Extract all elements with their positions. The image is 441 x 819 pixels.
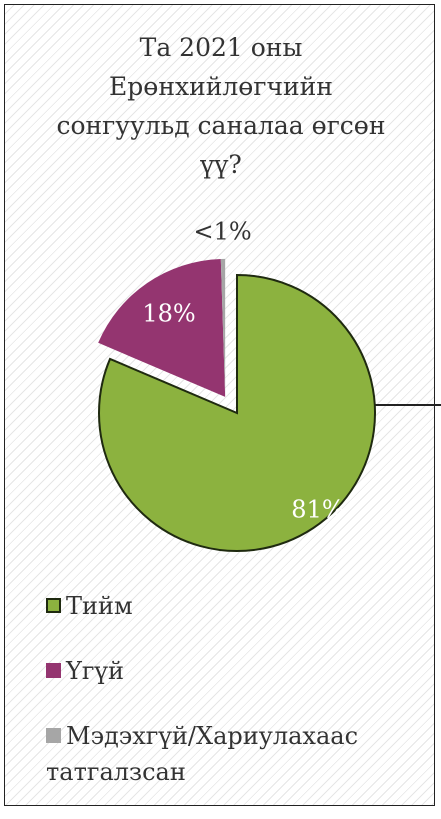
pie-slice <box>98 273 376 552</box>
pie-slice <box>98 258 226 397</box>
pie-slice <box>220 258 226 397</box>
legend-label: Үгүй <box>66 657 124 685</box>
legend-label: Мэдэхгүй/Хариулахаас татгалзсан <box>46 722 359 786</box>
legend-item: Үгүй <box>46 653 386 689</box>
chart-title: Та 2021 оны Ерөнхийлөгчийн сонгуульд сан… <box>56 33 386 179</box>
legend-item: Тийм <box>46 588 386 624</box>
legend-swatch <box>46 598 61 613</box>
legend-label: Тийм <box>66 592 133 620</box>
data-label: 18% <box>142 299 195 327</box>
legend-swatch <box>46 663 61 678</box>
data-label: 81% <box>291 495 344 523</box>
legend: Тийм Үгүй Мэдэхгүй/Хариулахаас татгалзсан <box>46 588 386 819</box>
legend-item: Мэдэхгүй/Хариулахаас татгалзсан <box>46 718 386 790</box>
legend-swatch <box>46 728 61 743</box>
data-label: <1% <box>193 217 251 245</box>
